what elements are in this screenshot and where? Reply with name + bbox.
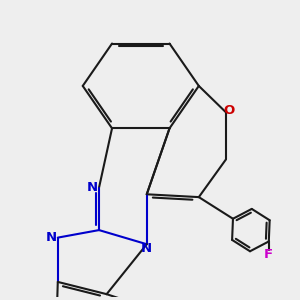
Text: O: O: [224, 104, 235, 117]
Text: N: N: [87, 181, 98, 194]
Text: F: F: [264, 248, 273, 262]
Text: N: N: [46, 231, 57, 244]
Text: N: N: [141, 242, 152, 255]
